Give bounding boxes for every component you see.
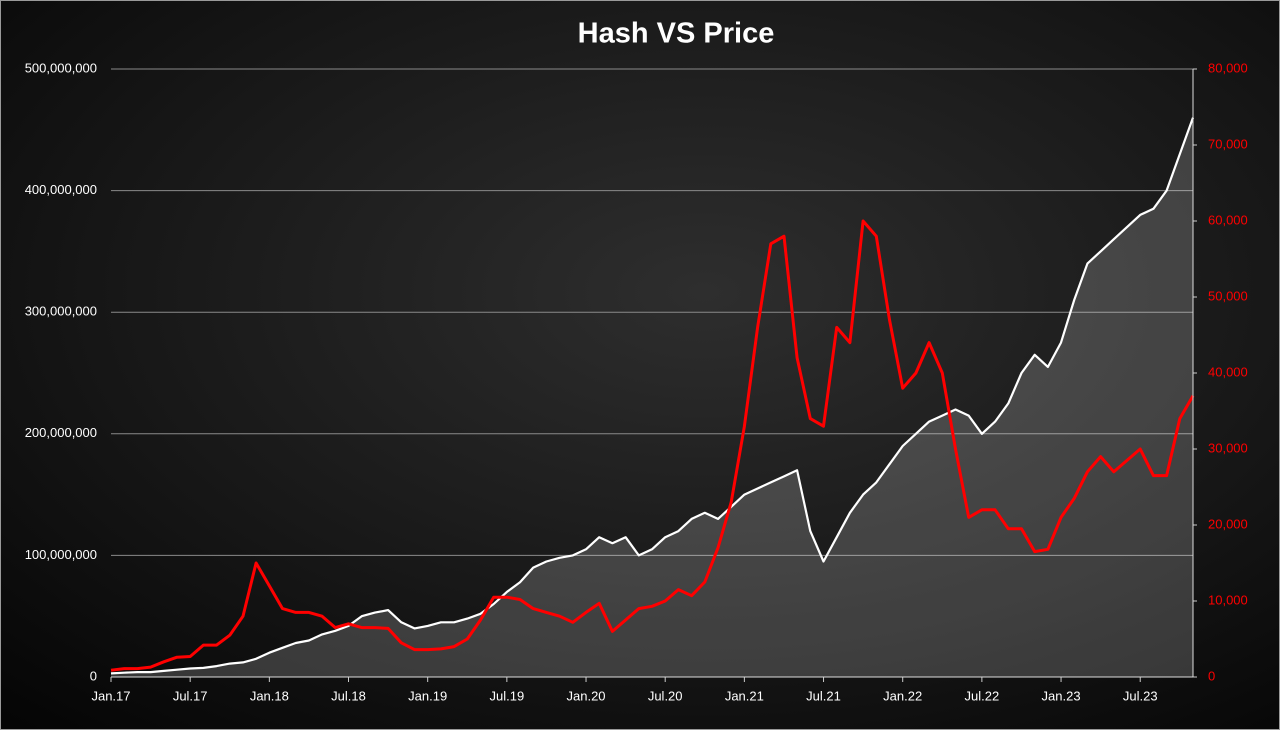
y2-tick-label: 10,000 — [1208, 592, 1248, 607]
y-tick-label: 400,000,000 — [25, 182, 97, 197]
x-tick-label: Jan.17 — [91, 688, 130, 703]
y2-tick-label: 20,000 — [1208, 516, 1248, 531]
x-tick-label: Jul.20 — [648, 688, 683, 703]
y2-tick-label: 80,000 — [1208, 60, 1248, 75]
y2-tick-label: 30,000 — [1208, 440, 1248, 455]
x-tick-label: Jan.20 — [567, 688, 606, 703]
x-tick-label: Jul.18 — [331, 688, 366, 703]
x-tick-label: Jan.21 — [725, 688, 764, 703]
y-tick-label: 200,000,000 — [25, 425, 97, 440]
y2-tick-label: 60,000 — [1208, 212, 1248, 227]
x-tick-label: Jan.23 — [1042, 688, 1081, 703]
area — [111, 117, 1193, 678]
y-tick-label: 100,000,000 — [25, 547, 97, 562]
y-tick-label: 0 — [90, 668, 97, 683]
chart-title: Hash VS Price — [578, 18, 775, 50]
x-tick-label: Jan.19 — [408, 688, 447, 703]
line — [110, 117, 1195, 675]
y2-tick-label: 70,000 — [1208, 136, 1248, 151]
x-tick-label: Jul.22 — [965, 688, 1000, 703]
y2-tick-label: 40,000 — [1208, 364, 1248, 379]
x-tick-label: Jul.17 — [173, 688, 208, 703]
y2-tick-label: 0 — [1208, 668, 1215, 683]
x-tick-label: Jan.18 — [250, 688, 289, 703]
y-tick-label: 300,000,000 — [25, 304, 97, 319]
line — [110, 219, 1195, 672]
y-tick-label: 500,000,000 — [25, 60, 97, 75]
y2-tick-label: 50,000 — [1208, 288, 1248, 303]
x-tick-label: Jul.21 — [806, 688, 841, 703]
x-tick-label: Jan.22 — [883, 688, 922, 703]
x-tick-label: Jul.19 — [490, 688, 525, 703]
x-tick-label: Jul.23 — [1123, 688, 1158, 703]
